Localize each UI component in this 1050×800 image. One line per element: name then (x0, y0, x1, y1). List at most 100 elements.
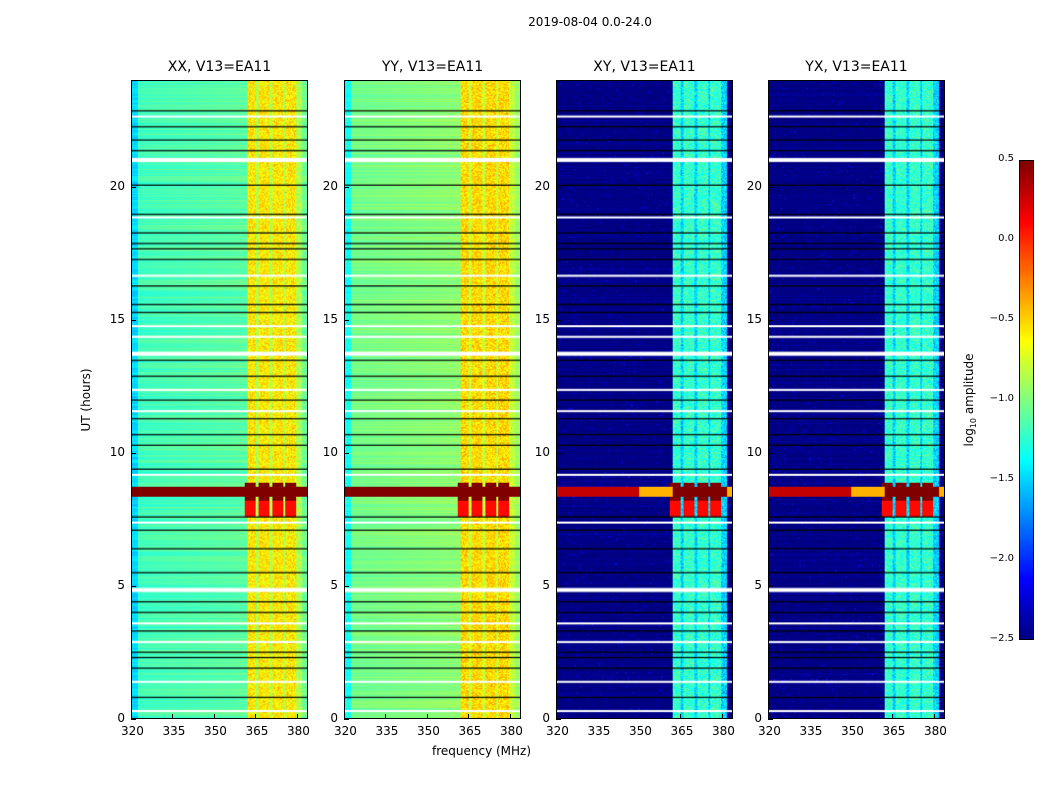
y-tick-mark (768, 452, 773, 454)
y-tick-mark (131, 585, 136, 587)
x-tick-label: 380 (923, 724, 947, 738)
x-tick-label: 350 (840, 724, 864, 738)
y-tick-label: 5 (330, 577, 338, 592)
y-tick-label: 15 (109, 311, 125, 326)
heatmap-panel-1: XX, V13=EA11 (131, 59, 308, 719)
x-tick-mark (468, 714, 470, 719)
x-tick-label: 335 (162, 724, 186, 738)
x-tick-mark (638, 714, 640, 719)
y-tick-label: 0 (330, 711, 338, 725)
colorbar-tick-label: −0.5 (989, 313, 1014, 324)
y-tick-label: 10 (534, 444, 550, 459)
x-tick-mark (255, 714, 257, 719)
y-tick-mark (768, 186, 773, 188)
heatmap-panel-3: XY, V13=EA11 (556, 59, 733, 719)
panel-title: XX, V13=EA11 (167, 59, 272, 75)
x-tick-mark (768, 714, 769, 719)
x-tick-mark (385, 714, 387, 719)
colorbar-tick-label: −2.5 (989, 633, 1014, 644)
y-tick-label: 15 (534, 311, 550, 326)
y-tick-mark (556, 319, 561, 321)
panel-title: YY, V13=EA11 (381, 59, 484, 75)
y-tick-mark (131, 319, 136, 321)
y-tick-label: 0 (542, 711, 550, 725)
x-tick-label: 380 (711, 724, 735, 738)
y-tick-mark (344, 186, 349, 188)
x-tick-mark (172, 714, 174, 719)
y-tick-label: 20 (534, 178, 550, 193)
y-tick-label: 5 (117, 577, 125, 592)
x-tick-label: 350 (628, 724, 652, 738)
y-tick-mark (556, 719, 561, 720)
y-tick-mark (556, 186, 561, 188)
y-tick-mark (344, 452, 349, 454)
colorbar-tick-label: 0.0 (998, 233, 1014, 244)
y-tick-label: 20 (322, 178, 338, 193)
x-tick-label: 320 (334, 724, 357, 738)
x-tick-label: 350 (203, 724, 227, 738)
x-tick-label: 335 (375, 724, 399, 738)
y-tick-label: 5 (754, 577, 762, 592)
y-tick-mark (344, 719, 349, 720)
y-tick-mark (556, 585, 561, 587)
y-tick-mark (556, 452, 561, 454)
x-tick-label: 365 (245, 724, 269, 738)
heatmap-panel-2: YY, V13=EA11 (344, 59, 521, 719)
colorbar-tick-label: 0.5 (998, 153, 1014, 164)
y-tick-label: 20 (109, 178, 125, 193)
x-tick-label: 335 (799, 724, 823, 738)
y-tick-mark (768, 719, 773, 720)
y-tick-label: 10 (746, 444, 762, 459)
panel-title: YX, V13=EA11 (805, 59, 908, 75)
x-tick-mark (296, 714, 298, 719)
colorbar-label: log10 amplitude (961, 353, 979, 447)
x-tick-mark (597, 714, 599, 719)
x-tick-label: 320 (121, 724, 144, 738)
y-tick-mark (131, 186, 136, 188)
x-tick-mark (850, 714, 852, 719)
x-tick-mark (721, 714, 723, 719)
x-tick-label: 365 (458, 724, 482, 738)
x-tick-mark (556, 714, 557, 719)
y-tick-label: 20 (746, 178, 762, 193)
colorbar (1019, 160, 1034, 640)
x-tick-label: 335 (587, 724, 611, 738)
y-tick-label: 15 (322, 311, 338, 326)
y-tick-label: 0 (117, 711, 125, 725)
x-tick-mark (680, 714, 682, 719)
x-tick-label: 365 (882, 724, 906, 738)
x-tick-mark (892, 714, 894, 719)
colorbar-tick-label: −1.5 (989, 473, 1014, 484)
y-tick-mark (131, 452, 136, 454)
y-tick-mark (768, 585, 773, 587)
x-tick-label: 320 (758, 724, 781, 738)
colorbar-tick-label: −1.0 (989, 393, 1014, 404)
x-tick-label: 320 (546, 724, 569, 738)
heatmap-image (557, 81, 732, 718)
y-tick-label: 0 (754, 711, 762, 725)
y-tick-mark (768, 319, 773, 321)
colorbar-tick-label: −2.0 (989, 553, 1014, 564)
x-tick-label: 365 (670, 724, 694, 738)
y-tick-label: 15 (746, 311, 762, 326)
x-tick-mark (509, 714, 511, 719)
x-tick-mark (131, 714, 132, 719)
panel-title: XY, V13=EA11 (593, 59, 696, 75)
y-tick-mark (344, 585, 349, 587)
y-tick-mark (344, 319, 349, 321)
x-axis-label: frequency (MHz) (432, 744, 532, 758)
x-tick-mark (344, 714, 345, 719)
x-tick-label: 350 (416, 724, 440, 738)
x-tick-mark (809, 714, 811, 719)
heatmap-image (345, 81, 520, 718)
heatmap-panel-4: YX, V13=EA11 (768, 59, 945, 719)
figure-title: 2019-08-04 0.0-24.0 (528, 15, 652, 29)
x-tick-mark (933, 714, 935, 719)
y-tick-mark (131, 719, 136, 720)
y-tick-label: 10 (322, 444, 338, 459)
heatmap-image (132, 81, 307, 718)
y-tick-label: 10 (109, 444, 125, 459)
x-tick-mark (426, 714, 428, 719)
heatmap-image (769, 81, 944, 718)
